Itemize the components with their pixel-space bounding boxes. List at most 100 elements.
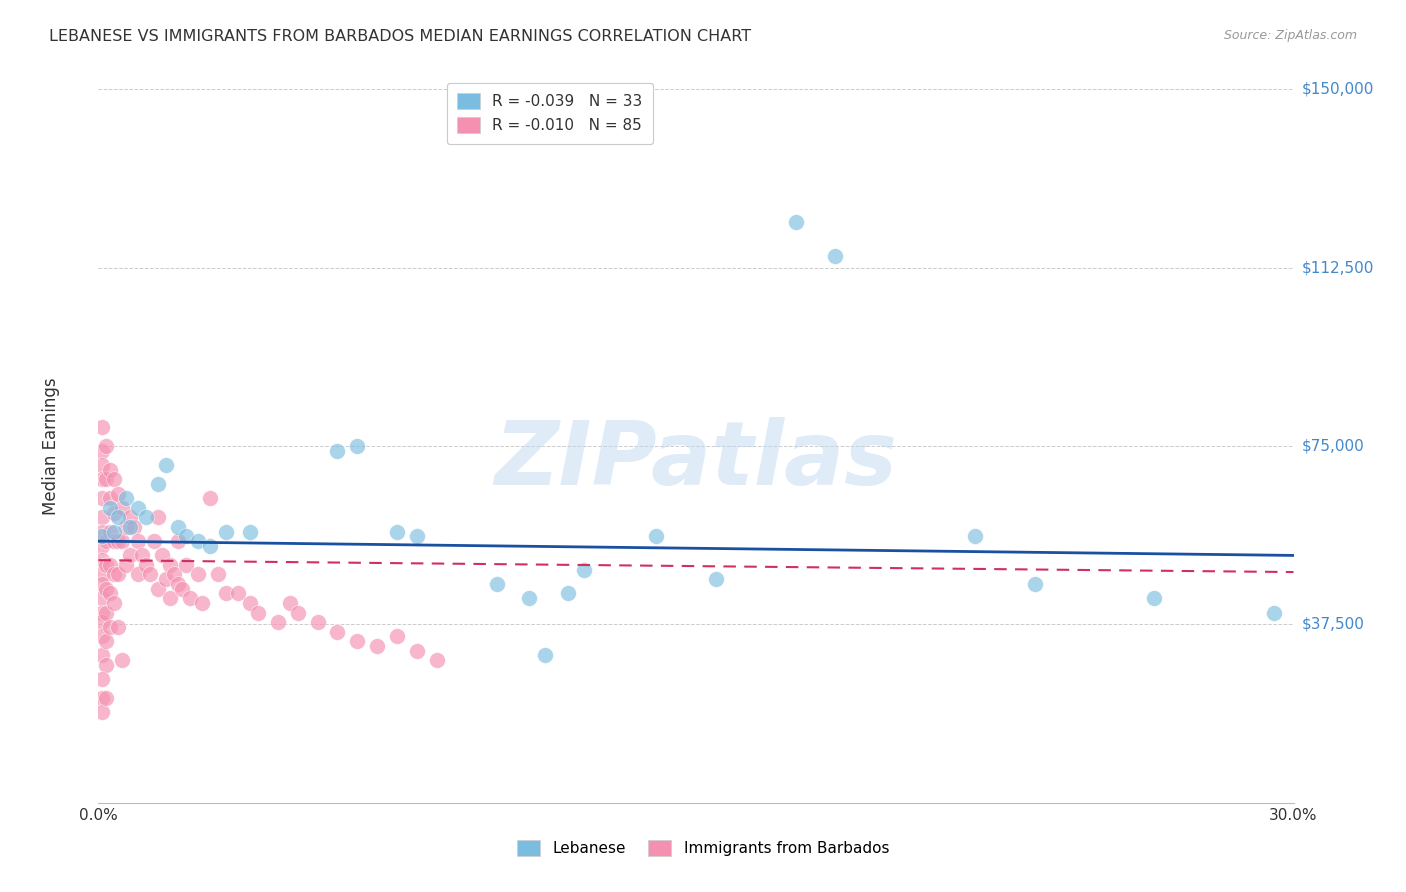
Point: [159, 591, 181, 606]
Point: [163, 567, 186, 582]
Point: [91, 615, 114, 629]
Point: [131, 549, 153, 563]
Point: [226, 586, 249, 600]
Point: [1263, 606, 1285, 620]
Point: [91, 577, 114, 591]
Point: [98, 500, 122, 515]
Point: [107, 486, 129, 500]
Point: [91, 524, 114, 539]
Text: $150,000: $150,000: [1302, 82, 1374, 96]
Point: [704, 572, 727, 586]
Point: [326, 443, 349, 458]
Point: [239, 524, 262, 539]
Point: [96, 691, 118, 706]
Point: [96, 582, 118, 596]
Point: [148, 477, 170, 491]
Point: [278, 596, 301, 610]
Point: [98, 491, 122, 506]
Point: [385, 629, 409, 643]
Point: [91, 458, 114, 472]
Point: [96, 634, 118, 648]
Point: [198, 491, 221, 506]
Point: [120, 510, 142, 524]
Point: [533, 648, 555, 663]
Point: [824, 249, 846, 263]
Point: [91, 567, 114, 582]
Point: [107, 620, 129, 634]
Point: [155, 572, 177, 586]
Point: [167, 534, 190, 549]
Point: [96, 657, 118, 672]
Point: [557, 586, 579, 600]
Point: [1143, 591, 1166, 606]
Point: [239, 596, 262, 610]
Point: [96, 534, 118, 549]
Point: [115, 520, 138, 534]
Point: [187, 534, 209, 549]
Point: [98, 463, 122, 477]
Point: [98, 524, 122, 539]
Point: [167, 577, 190, 591]
Point: [326, 624, 349, 639]
Point: [96, 472, 118, 486]
Point: [198, 539, 221, 553]
Legend: Lebanese, Immigrants from Barbados: Lebanese, Immigrants from Barbados: [510, 834, 896, 862]
Point: [107, 567, 129, 582]
Point: [103, 524, 125, 539]
Text: ZIPatlas: ZIPatlas: [495, 417, 897, 504]
Point: [179, 591, 201, 606]
Point: [148, 582, 170, 596]
Point: [139, 567, 162, 582]
Point: [111, 500, 134, 515]
Point: [307, 615, 329, 629]
Point: [103, 534, 125, 549]
Point: [406, 643, 429, 657]
Point: [91, 529, 114, 543]
Point: [91, 706, 114, 720]
Point: [385, 524, 409, 539]
Point: [91, 491, 114, 506]
Point: [115, 491, 138, 506]
Point: [91, 443, 114, 458]
Point: [426, 653, 449, 667]
Point: [135, 558, 157, 572]
Point: [645, 529, 668, 543]
Point: [207, 567, 229, 582]
Point: [366, 639, 388, 653]
Point: [91, 510, 114, 524]
Point: [287, 606, 309, 620]
Point: [96, 558, 118, 572]
Text: $112,500: $112,500: [1302, 260, 1374, 275]
Point: [155, 458, 177, 472]
Point: [785, 215, 807, 229]
Point: [127, 567, 149, 582]
Point: [246, 606, 269, 620]
Point: [91, 472, 114, 486]
Point: [127, 500, 149, 515]
Text: Median Earnings: Median Earnings: [42, 377, 59, 515]
Point: [107, 510, 129, 524]
Point: [172, 582, 194, 596]
Point: [115, 558, 138, 572]
Point: [103, 567, 125, 582]
Point: [215, 524, 238, 539]
Point: [111, 534, 134, 549]
Point: [159, 558, 181, 572]
Point: [98, 558, 122, 572]
Point: [485, 577, 508, 591]
Point: [174, 558, 197, 572]
Point: [91, 539, 114, 553]
Point: [150, 549, 173, 563]
Text: LEBANESE VS IMMIGRANTS FROM BARBADOS MEDIAN EARNINGS CORRELATION CHART: LEBANESE VS IMMIGRANTS FROM BARBADOS MED…: [49, 29, 751, 44]
Point: [174, 529, 197, 543]
Point: [103, 472, 125, 486]
Point: [98, 620, 122, 634]
Point: [107, 534, 129, 549]
Point: [135, 510, 157, 524]
Point: [346, 634, 368, 648]
Point: [187, 567, 209, 582]
Point: [406, 529, 429, 543]
Point: [120, 520, 142, 534]
Point: [96, 606, 118, 620]
Point: [215, 586, 238, 600]
